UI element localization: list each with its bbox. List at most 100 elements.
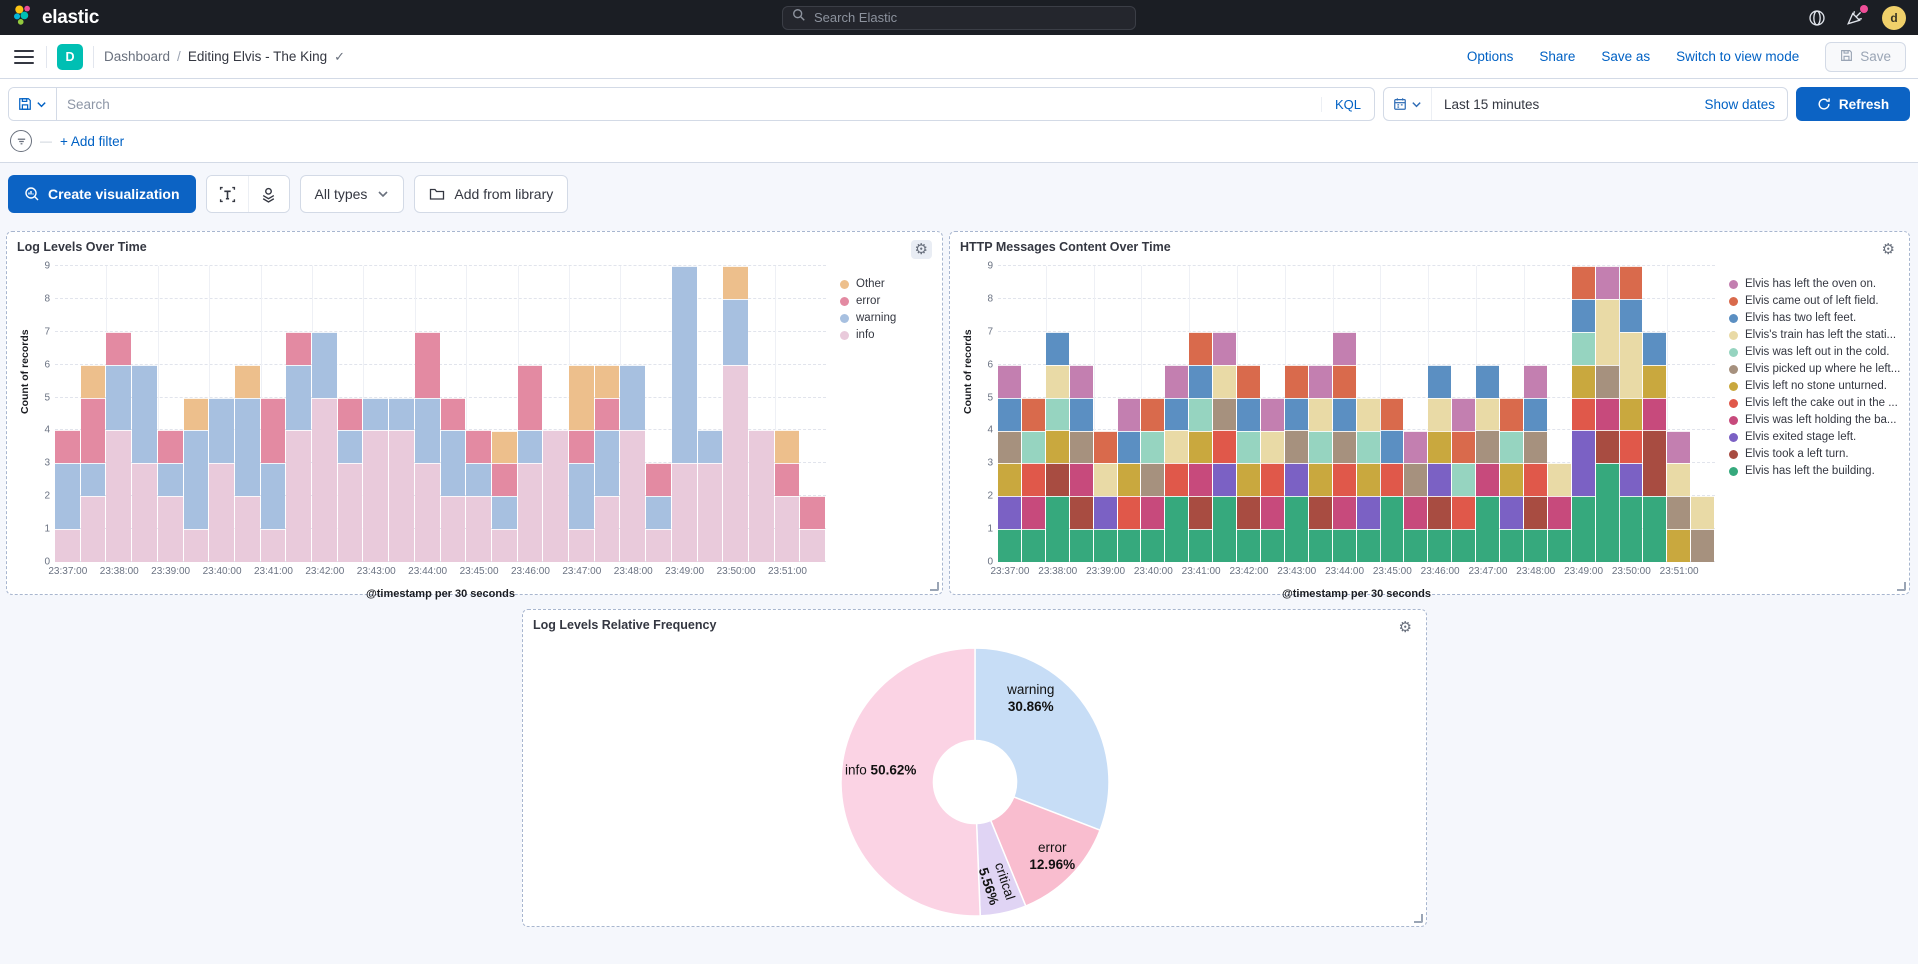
- dashboard-badge[interactable]: D: [57, 43, 83, 70]
- stacked-bar: [491, 266, 517, 562]
- panel-resize-handle[interactable]: [930, 582, 939, 591]
- legend-item[interactable]: error: [840, 295, 932, 307]
- stacked-bar: [569, 266, 594, 562]
- legend-label: Elvis left the cake out in the ...: [1745, 397, 1898, 409]
- save-as-button[interactable]: Save as: [1601, 49, 1651, 64]
- add-filter-button[interactable]: + Add filter: [60, 133, 125, 149]
- kql-syntax-button[interactable]: KQL: [1320, 96, 1374, 112]
- stacked-bar: [800, 266, 826, 562]
- add-from-library-button[interactable]: Add from library: [414, 175, 569, 213]
- legend-dot: [1729, 449, 1738, 459]
- elastic-brand[interactable]: elastic: [12, 4, 99, 31]
- stacked-bar: [106, 266, 132, 562]
- legend-item[interactable]: Elvis was left out in the cold.: [1729, 346, 1899, 358]
- legend-item[interactable]: Other: [840, 278, 932, 290]
- all-types-dropdown[interactable]: All types: [299, 175, 405, 213]
- legend-item[interactable]: Elvis has left the oven on.: [1729, 278, 1899, 290]
- legend-item[interactable]: Elvis took a left turn.: [1729, 448, 1899, 460]
- stacked-bar: [337, 266, 363, 562]
- legend-dot: [840, 330, 849, 340]
- create-visualization-button[interactable]: Create visualization: [8, 175, 196, 213]
- legend-label: error: [856, 295, 881, 307]
- stacked-bar: [1356, 266, 1380, 562]
- pie-slice-warning: [973, 647, 1110, 832]
- legend-item[interactable]: Elvis's train has left the stati...: [1729, 329, 1899, 341]
- stacked-bar: [1547, 266, 1571, 562]
- switch-view-mode-button[interactable]: Switch to view mode: [1676, 49, 1800, 64]
- stacked-bar: [1404, 266, 1428, 562]
- legend-item[interactable]: Elvis exited stage left.: [1729, 431, 1899, 443]
- stacked-bar: [1189, 266, 1213, 562]
- stacked-bar: [55, 266, 80, 562]
- time-range-value[interactable]: Last 15 minutes: [1444, 96, 1540, 112]
- global-search-input[interactable]: [814, 10, 1126, 25]
- legend-item[interactable]: Elvis came out of left field.: [1729, 295, 1899, 307]
- globe-icon[interactable]: [1806, 7, 1828, 29]
- legend-item[interactable]: warning: [840, 312, 932, 324]
- dashboard-canvas: Log Levels Over Time ⚙ Count of records …: [0, 225, 1918, 959]
- panel-resize-handle[interactable]: [1414, 914, 1423, 923]
- add-map-button[interactable]: [247, 176, 289, 212]
- calendar-button[interactable]: [1384, 88, 1432, 120]
- stacked-bar: [1523, 266, 1547, 562]
- legend-item[interactable]: Elvis has left the building.: [1729, 465, 1899, 477]
- stacked-bar: [1308, 266, 1332, 562]
- y-axis-title: Count of records: [19, 329, 31, 414]
- user-avatar[interactable]: d: [1882, 5, 1906, 30]
- stacked-bar: [1476, 266, 1500, 562]
- folder-icon: [430, 188, 445, 200]
- share-button[interactable]: Share: [1539, 49, 1576, 64]
- legend-label: Elvis was left holding the ba...: [1745, 414, 1897, 426]
- edit-toolbar: Create visualization All types Add from …: [0, 163, 1918, 225]
- lens-icon: [25, 187, 39, 201]
- saved-query-menu-button[interactable]: [9, 88, 57, 120]
- add-text-button[interactable]: [206, 176, 248, 212]
- calendar-icon: [1394, 98, 1406, 110]
- x-axis-title: @timestamp per 30 seconds: [366, 588, 515, 600]
- legend-dot: [1729, 432, 1738, 442]
- panel-http-messages-over-time: HTTP Messages Content Over Time ⚙ Count …: [949, 231, 1910, 600]
- legend-item[interactable]: Elvis picked up where he left...: [1729, 363, 1900, 375]
- filter-icon[interactable]: [10, 130, 32, 152]
- legend-item[interactable]: Elvis was left holding the ba...: [1729, 414, 1899, 426]
- stacked-bar: [1069, 266, 1093, 562]
- panel-resize-handle[interactable]: [1897, 582, 1906, 591]
- menu-icon[interactable]: [12, 45, 36, 69]
- stacked-bar: [466, 266, 491, 562]
- breadcrumb-dashboard[interactable]: Dashboard: [104, 49, 171, 64]
- kql-query-input[interactable]: [57, 96, 1321, 112]
- query-input-container: KQL: [8, 87, 1375, 121]
- legend-item[interactable]: info: [840, 329, 932, 341]
- panel-settings-gear-icon[interactable]: ⚙: [1395, 618, 1416, 637]
- global-search[interactable]: [782, 5, 1136, 30]
- legend-dot: [1729, 313, 1738, 323]
- stacked-bar: [209, 266, 234, 562]
- show-dates-button[interactable]: Show dates: [1704, 96, 1775, 112]
- quick-add-group: [205, 175, 290, 213]
- legend-item[interactable]: Elvis left no stone unturned.: [1729, 380, 1899, 392]
- stacked-bar: [1667, 266, 1691, 562]
- legend-dot: [1729, 398, 1738, 408]
- check-icon[interactable]: ✓: [334, 48, 346, 64]
- legend-dot: [840, 279, 849, 289]
- options-button[interactable]: Options: [1466, 49, 1514, 64]
- chevron-down-icon: [1412, 101, 1421, 107]
- stacked-bar: [234, 266, 260, 562]
- breadcrumb-bar: D Dashboard / Editing Elvis - The King ✓…: [0, 35, 1918, 79]
- refresh-button[interactable]: Refresh: [1796, 87, 1910, 121]
- legend-dot: [1729, 296, 1738, 306]
- legend-item[interactable]: Elvis has two left feet.: [1729, 312, 1899, 324]
- panel-settings-gear-icon[interactable]: ⚙: [910, 240, 932, 259]
- notifications-icon[interactable]: [1844, 4, 1868, 29]
- legend-label: Elvis exited stage left.: [1745, 431, 1857, 443]
- brand-name: elastic: [42, 6, 100, 28]
- pie-slice-info: [839, 647, 981, 917]
- save-button[interactable]: Save: [1825, 41, 1906, 72]
- chevron-down-icon: [378, 191, 388, 198]
- legend-label: Elvis has left the building.: [1745, 465, 1875, 477]
- legend-item[interactable]: Elvis left the cake out in the ...: [1729, 397, 1899, 409]
- stacked-bar: [774, 266, 800, 562]
- panel-settings-gear-icon[interactable]: ⚙: [1878, 240, 1899, 259]
- pie-label-info: info 50.62%: [845, 762, 917, 778]
- stacked-bar: [1165, 266, 1189, 562]
